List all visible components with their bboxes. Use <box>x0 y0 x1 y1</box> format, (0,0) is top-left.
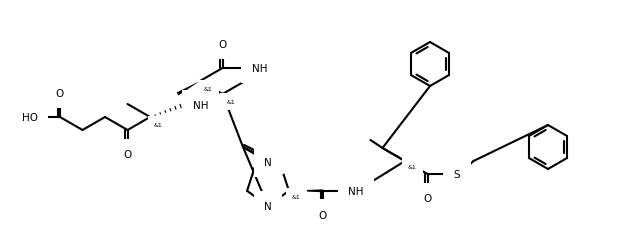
Text: O: O <box>56 89 64 99</box>
Text: &1: &1 <box>204 87 213 92</box>
Text: &1: &1 <box>154 122 163 128</box>
Text: O: O <box>218 40 227 50</box>
Text: N: N <box>264 201 272 211</box>
Text: O: O <box>319 210 327 220</box>
Text: NH: NH <box>252 64 267 74</box>
Text: &1: &1 <box>227 100 235 104</box>
Text: &1: &1 <box>292 194 301 199</box>
Text: O: O <box>265 154 273 164</box>
Text: NH: NH <box>348 186 363 196</box>
Polygon shape <box>176 82 200 96</box>
Text: NH: NH <box>193 100 208 110</box>
Text: HO: HO <box>22 112 38 122</box>
Text: S: S <box>453 169 460 179</box>
Text: O: O <box>423 193 431 203</box>
Text: N: N <box>264 157 272 167</box>
Text: O: O <box>124 150 131 159</box>
Polygon shape <box>289 190 323 192</box>
Text: &1: &1 <box>408 164 417 169</box>
